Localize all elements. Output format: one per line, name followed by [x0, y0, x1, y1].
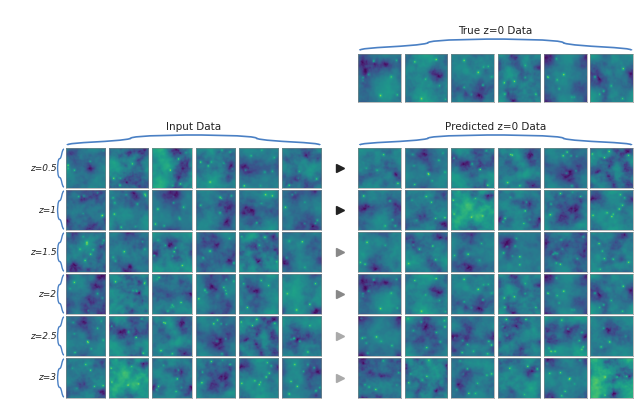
Text: True z=0 Data: True z=0 Data [458, 26, 533, 36]
Text: z=1.5: z=1.5 [29, 247, 56, 257]
Text: z=1: z=1 [38, 206, 56, 214]
Text: z=0.5: z=0.5 [29, 164, 56, 172]
Text: z=3: z=3 [38, 374, 56, 382]
Text: z=2.5: z=2.5 [29, 332, 56, 341]
Text: Predicted z=0 Data: Predicted z=0 Data [445, 122, 547, 132]
Text: Input Data: Input Data [166, 122, 221, 132]
Text: z=2: z=2 [38, 289, 56, 299]
